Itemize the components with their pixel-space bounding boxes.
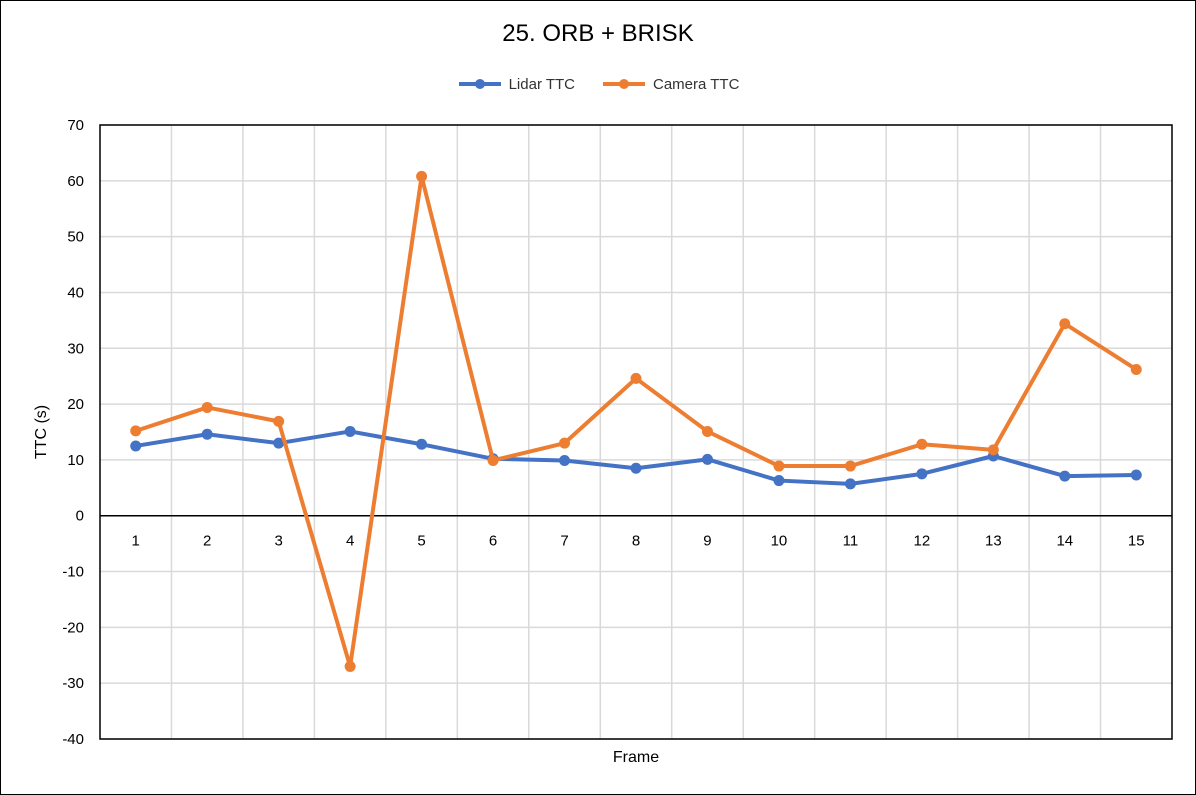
- data-point-camera: [487, 454, 499, 466]
- legend-label-camera: Camera TTC: [653, 75, 740, 93]
- series-layer: [130, 170, 1142, 672]
- x-axis-title: Frame: [613, 749, 659, 766]
- y-tick-label: -10: [62, 564, 84, 581]
- legend-item-lidar: Lidar TTC: [457, 74, 575, 94]
- data-point-lidar: [1059, 470, 1071, 482]
- data-point-camera: [416, 170, 428, 182]
- legend-item-camera: Camera TTC: [601, 74, 739, 94]
- data-point-lidar: [630, 462, 642, 474]
- x-tick-label: 10: [771, 533, 788, 550]
- y-tick-label: 30: [67, 340, 84, 357]
- data-point-camera: [1130, 363, 1142, 375]
- data-point-camera: [130, 425, 142, 437]
- series-line-camera: [135, 174, 1138, 669]
- data-point-lidar: [701, 453, 713, 465]
- y-tick-label: 20: [67, 396, 84, 413]
- y-tick-label: -40: [62, 731, 84, 748]
- x-tick-label: 13: [985, 533, 1002, 550]
- data-point-lidar: [773, 475, 785, 487]
- y-tick-label: 10: [67, 452, 84, 469]
- data-point-lidar: [1130, 469, 1142, 481]
- x-tick-label: 6: [489, 533, 497, 550]
- x-tick-label: 3: [274, 533, 282, 550]
- legend-label-lidar: Lidar TTC: [508, 75, 575, 93]
- y-tick-label: 40: [67, 284, 84, 301]
- data-point-lidar: [916, 468, 928, 480]
- x-tick-label: 1: [132, 533, 140, 550]
- x-tick-label: 7: [560, 533, 568, 550]
- data-point-camera: [987, 444, 999, 456]
- x-tick-label: 11: [843, 533, 859, 550]
- x-tick-label: 15: [1128, 533, 1145, 550]
- legend: Lidar TTC Camera TTC: [0, 74, 1196, 94]
- x-tick-label: 4: [346, 533, 354, 550]
- plot-border: [99, 124, 1173, 740]
- y-tick-label: -20: [62, 619, 84, 636]
- x-tick-label: 14: [1056, 533, 1073, 550]
- grid-layer: [100, 124, 1172, 740]
- legend-marker-camera: [603, 79, 645, 89]
- data-point-camera: [916, 438, 928, 450]
- data-point-camera: [559, 437, 571, 449]
- data-point-camera: [701, 425, 713, 437]
- x-tick-label: 2: [203, 533, 211, 550]
- data-point-lidar: [844, 478, 856, 490]
- data-point-lidar: [130, 440, 142, 452]
- x-tick-label: 12: [914, 533, 931, 550]
- data-point-camera: [1059, 318, 1071, 330]
- y-tick-label: 50: [67, 229, 84, 246]
- legend-marker-lidar: [458, 79, 501, 89]
- data-point-camera: [630, 372, 642, 384]
- data-point-camera: [344, 660, 356, 672]
- axis-layer: [99, 124, 1173, 740]
- y-tick-label: 60: [67, 173, 84, 190]
- x-tick-label: 8: [632, 533, 640, 550]
- chart-title: 25. ORB + BRISK: [502, 20, 694, 47]
- y-tick-label: 70: [67, 117, 84, 134]
- data-point-camera: [773, 460, 785, 472]
- x-tick-label: 9: [703, 533, 711, 550]
- y-tick-label: -30: [62, 675, 84, 692]
- data-point-lidar: [416, 438, 428, 450]
- data-point-camera: [201, 401, 213, 413]
- data-point-camera: [844, 460, 856, 472]
- data-point-lidar: [559, 454, 571, 466]
- data-point-lidar: [201, 428, 213, 440]
- y-tick-label: 0: [76, 508, 84, 525]
- data-point-lidar: [273, 437, 285, 449]
- data-point-lidar: [344, 425, 356, 437]
- data-point-camera: [273, 415, 285, 427]
- y-axis-title: TTC (s): [33, 405, 50, 459]
- x-tick-label: 5: [417, 533, 425, 550]
